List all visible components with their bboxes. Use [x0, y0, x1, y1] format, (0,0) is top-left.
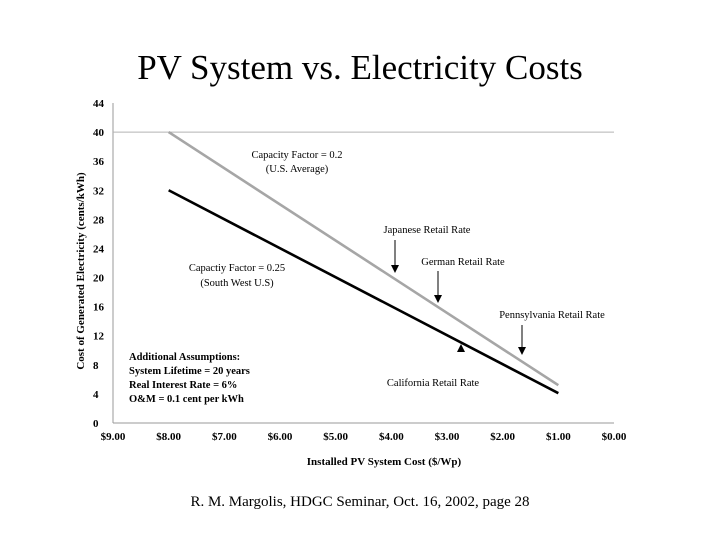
- annotation-pennsylvania-rate: Pennsylvania Retail Rate: [499, 310, 605, 321]
- series-lines: [167, 131, 560, 395]
- x-tick-label: $2.00: [490, 431, 515, 443]
- arrowhead-japanese: [391, 265, 399, 273]
- x-tick-label: $4.00: [379, 431, 404, 443]
- x-tick-label: $3.00: [435, 431, 460, 443]
- assumption-lifetime: System Lifetime = 20 years: [129, 366, 250, 377]
- y-tick-label: 40: [93, 127, 105, 139]
- annotation-cf025-line2: (South West U.S): [200, 278, 274, 289]
- y-tick-label: 44: [93, 98, 105, 110]
- x-tick-label: $9.00: [101, 431, 126, 443]
- x-tick-labels: $9.00 $8.00 $7.00 $6.00 $5.00 $4.00 $3.00 $2.00…: [101, 431, 627, 443]
- x-tick-label: $8.00: [156, 431, 181, 443]
- y-axis-label: Cost of Generated Electricity (cents/kWh…: [75, 172, 87, 370]
- x-tick-label: $1.00: [546, 431, 571, 443]
- arrowhead-pennsylvania: [518, 347, 526, 355]
- annotation-cf02-line1: Capacity Factor = 0.2: [251, 150, 342, 161]
- arrowhead-california: [457, 344, 465, 352]
- y-tick-label: 36: [93, 156, 105, 168]
- y-tick-label: 20: [93, 273, 105, 285]
- assumption-om: O&M = 0.1 cent per kWh: [129, 394, 244, 405]
- x-tick-label: $0.00: [602, 431, 627, 443]
- y-tick-label: 8: [93, 360, 99, 372]
- y-tick-label: 12: [93, 331, 105, 343]
- y-tick-label: 4: [93, 389, 99, 401]
- x-tick-label: $5.00: [323, 431, 348, 443]
- x-axis-label: Installed PV System Cost ($/Wp): [307, 456, 462, 468]
- annotation-california-rate: California Retail Rate: [387, 378, 479, 389]
- annotation-cf025-line1: Capactiy Factor = 0.25: [189, 263, 285, 274]
- assumption-interest-rate: Real Interest Rate = 6%: [129, 380, 237, 391]
- annotation-japanese-rate: Japanese Retail Rate: [384, 225, 471, 236]
- assumptions-heading: Additional Assumptions:: [129, 352, 240, 363]
- series-line-cf-0-2: [167, 131, 560, 387]
- y-tick-label: 24: [93, 243, 105, 255]
- y-tick-label: 16: [93, 302, 105, 314]
- y-tick-label: 28: [93, 214, 105, 226]
- annotation-cf02-line2: (U.S. Average): [266, 164, 329, 175]
- series-line-cf-0-25: [168, 189, 559, 395]
- x-tick-label: $7.00: [212, 431, 237, 443]
- annotation-german-rate: German Retail Rate: [421, 257, 505, 268]
- x-tick-label: $6.00: [268, 431, 293, 443]
- footer-citation: R. M. Margolis, HDGC Seminar, Oct. 16, 2…: [190, 494, 530, 510]
- y-tick-label: 32: [93, 185, 105, 197]
- arrowhead-german: [434, 295, 442, 303]
- page-title: PV System vs. Electricity Costs: [137, 48, 583, 87]
- y-tick-label: 0: [93, 418, 99, 430]
